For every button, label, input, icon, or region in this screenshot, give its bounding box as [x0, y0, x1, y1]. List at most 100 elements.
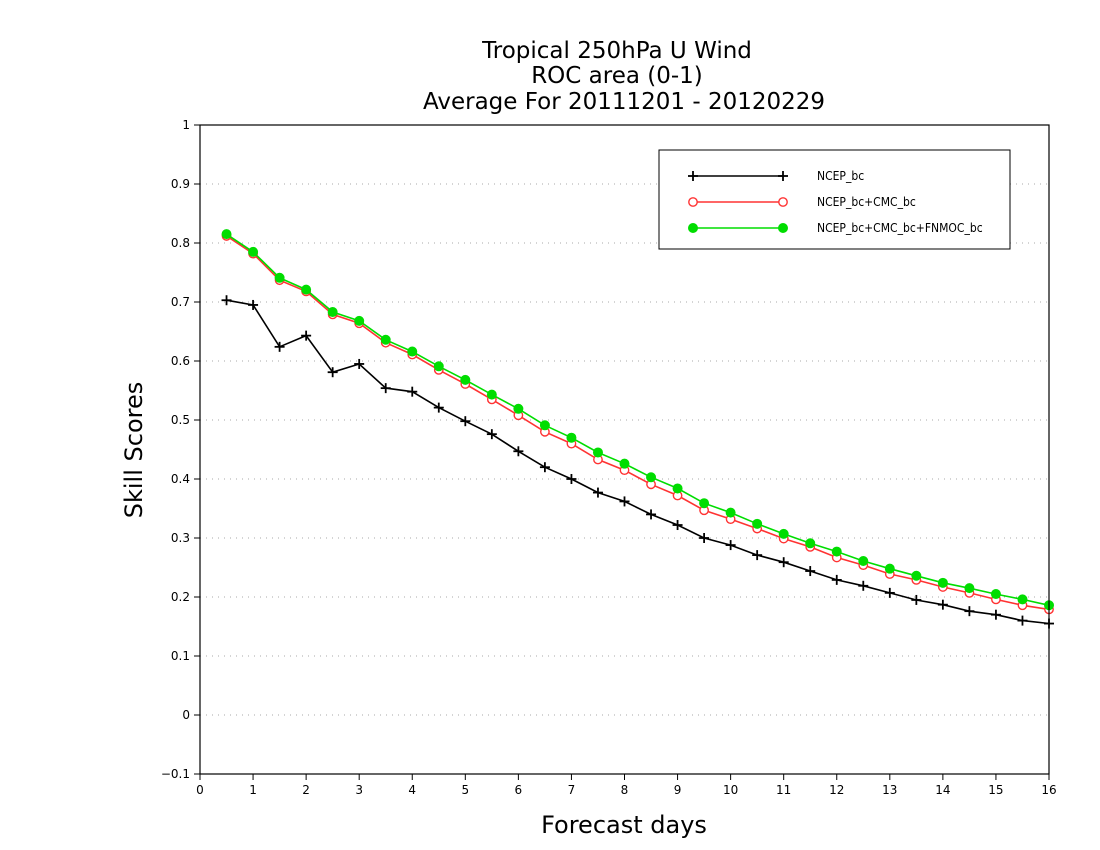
x-tick-label: 1: [249, 783, 257, 797]
data-point: [858, 556, 869, 567]
legend-marker: [688, 223, 698, 233]
legend-box: [658, 149, 1011, 250]
x-tick-label: 8: [621, 783, 629, 797]
x-tick-label: 10: [723, 783, 738, 797]
data-point: [407, 386, 418, 397]
x-tick-label: 5: [461, 783, 469, 797]
data-point: [778, 528, 789, 539]
legend-marker: [688, 197, 698, 207]
data-point: [725, 507, 736, 518]
series-1: [221, 295, 1054, 629]
data-point: [725, 540, 736, 551]
x-tick-label: 6: [515, 783, 523, 797]
x-tick-label: 9: [674, 783, 682, 797]
data-point: [248, 299, 259, 310]
data-point: [964, 583, 975, 594]
data-point: [646, 509, 657, 520]
data-point: [433, 402, 444, 413]
series-line: [226, 299, 1050, 625]
data-point: [699, 533, 710, 543]
x-tick-label: 2: [302, 783, 310, 797]
data-point: [248, 246, 259, 257]
y-tick-label: 0.1: [171, 649, 190, 663]
x-tick-label: 0: [196, 783, 204, 797]
data-point: [831, 546, 842, 557]
chart-title-line-1: Tropical 250hPa U Wind: [481, 38, 752, 64]
data-point: [964, 606, 975, 617]
data-point: [884, 563, 895, 574]
y-tick-label: 1: [182, 118, 190, 132]
data-point: [513, 446, 524, 457]
chart-title-line-2: ROC area (0-1): [531, 63, 703, 89]
data-point: [752, 550, 763, 561]
y-tick-label: 0: [182, 708, 190, 722]
data-point: [805, 566, 816, 577]
x-tick-label: 11: [776, 783, 791, 797]
y-tick-label: 0.8: [171, 236, 190, 250]
x-tick-label: 7: [568, 783, 576, 797]
data-point: [911, 594, 922, 605]
legend-marker: [778, 197, 788, 207]
data-point: [884, 587, 895, 598]
x-tick-label: 16: [1041, 783, 1056, 797]
data-point: [831, 574, 842, 585]
data-point: [513, 403, 524, 414]
data-point: [486, 389, 497, 400]
data-point: [672, 520, 683, 531]
data-point: [327, 367, 338, 378]
data-point: [646, 472, 657, 483]
legend-label: NCEP_bc+CMC_bc: [817, 195, 916, 209]
data-point: [1017, 615, 1028, 626]
grid: [200, 183, 1049, 716]
data-point: [221, 229, 232, 240]
legend-label: NCEP_bc: [817, 169, 864, 183]
series-2: [221, 231, 1054, 615]
data-point: [327, 307, 338, 318]
legend-item: NCEP_bc: [688, 169, 864, 183]
x-tick-label: 4: [408, 783, 416, 797]
data-point: [380, 334, 391, 345]
data-point: [778, 557, 789, 568]
data-point: [937, 577, 948, 588]
y-tick-label: 0.3: [171, 531, 190, 545]
y-tick-label: 0.5: [171, 413, 190, 427]
data-point: [486, 429, 497, 440]
data-point: [805, 538, 816, 549]
y-tick-label: 0.7: [171, 295, 190, 309]
y-tick-label: −0.1: [161, 767, 190, 781]
y-tick-label: 0.9: [171, 177, 190, 191]
legend-marker: [778, 171, 788, 181]
legend-item: NCEP_bc+CMC_bc+FNMOC_bc: [688, 221, 983, 235]
y-tick-label: 0.2: [171, 590, 190, 604]
data-point: [539, 462, 550, 473]
y-tick-label: 0.4: [171, 472, 190, 486]
legend-label: NCEP_bc+CMC_bc+FNMOC_bc: [817, 221, 983, 235]
legend: NCEP_bc NCEP_bc+CMC_bc NCEP_bc+CMC_bc+FNMO…: [658, 149, 1011, 250]
data-point: [911, 570, 922, 581]
plot-frame: [199, 124, 1050, 775]
data-point: [937, 599, 948, 610]
x-tick-label: 13: [882, 783, 897, 797]
data-point: [460, 374, 471, 385]
data-point: [460, 416, 471, 427]
data-point: [1017, 594, 1028, 605]
data-point: [407, 346, 418, 357]
series-line: [226, 233, 1050, 607]
data-point: [433, 361, 444, 372]
data-point: [566, 432, 577, 443]
data-point: [858, 580, 869, 591]
data-point: [752, 518, 763, 529]
data-point: [301, 284, 312, 295]
x-tick-label: 12: [829, 783, 844, 797]
data-point: [380, 383, 391, 394]
x-tick-label: 3: [355, 783, 363, 797]
data-point: [672, 483, 683, 494]
axis-ticks: −0.100.10.20.30.40.50.60.70.80.910 1 2 3 4 5 6…: [161, 118, 1057, 797]
series-group: [221, 229, 1054, 629]
legend-marker: [778, 223, 788, 233]
series-line: [226, 235, 1050, 611]
data-point: [592, 447, 603, 458]
data-point: [354, 315, 365, 326]
series-3: [221, 229, 1054, 611]
chart-title-line-3: Average For 20111201 - 20120229: [423, 89, 825, 115]
